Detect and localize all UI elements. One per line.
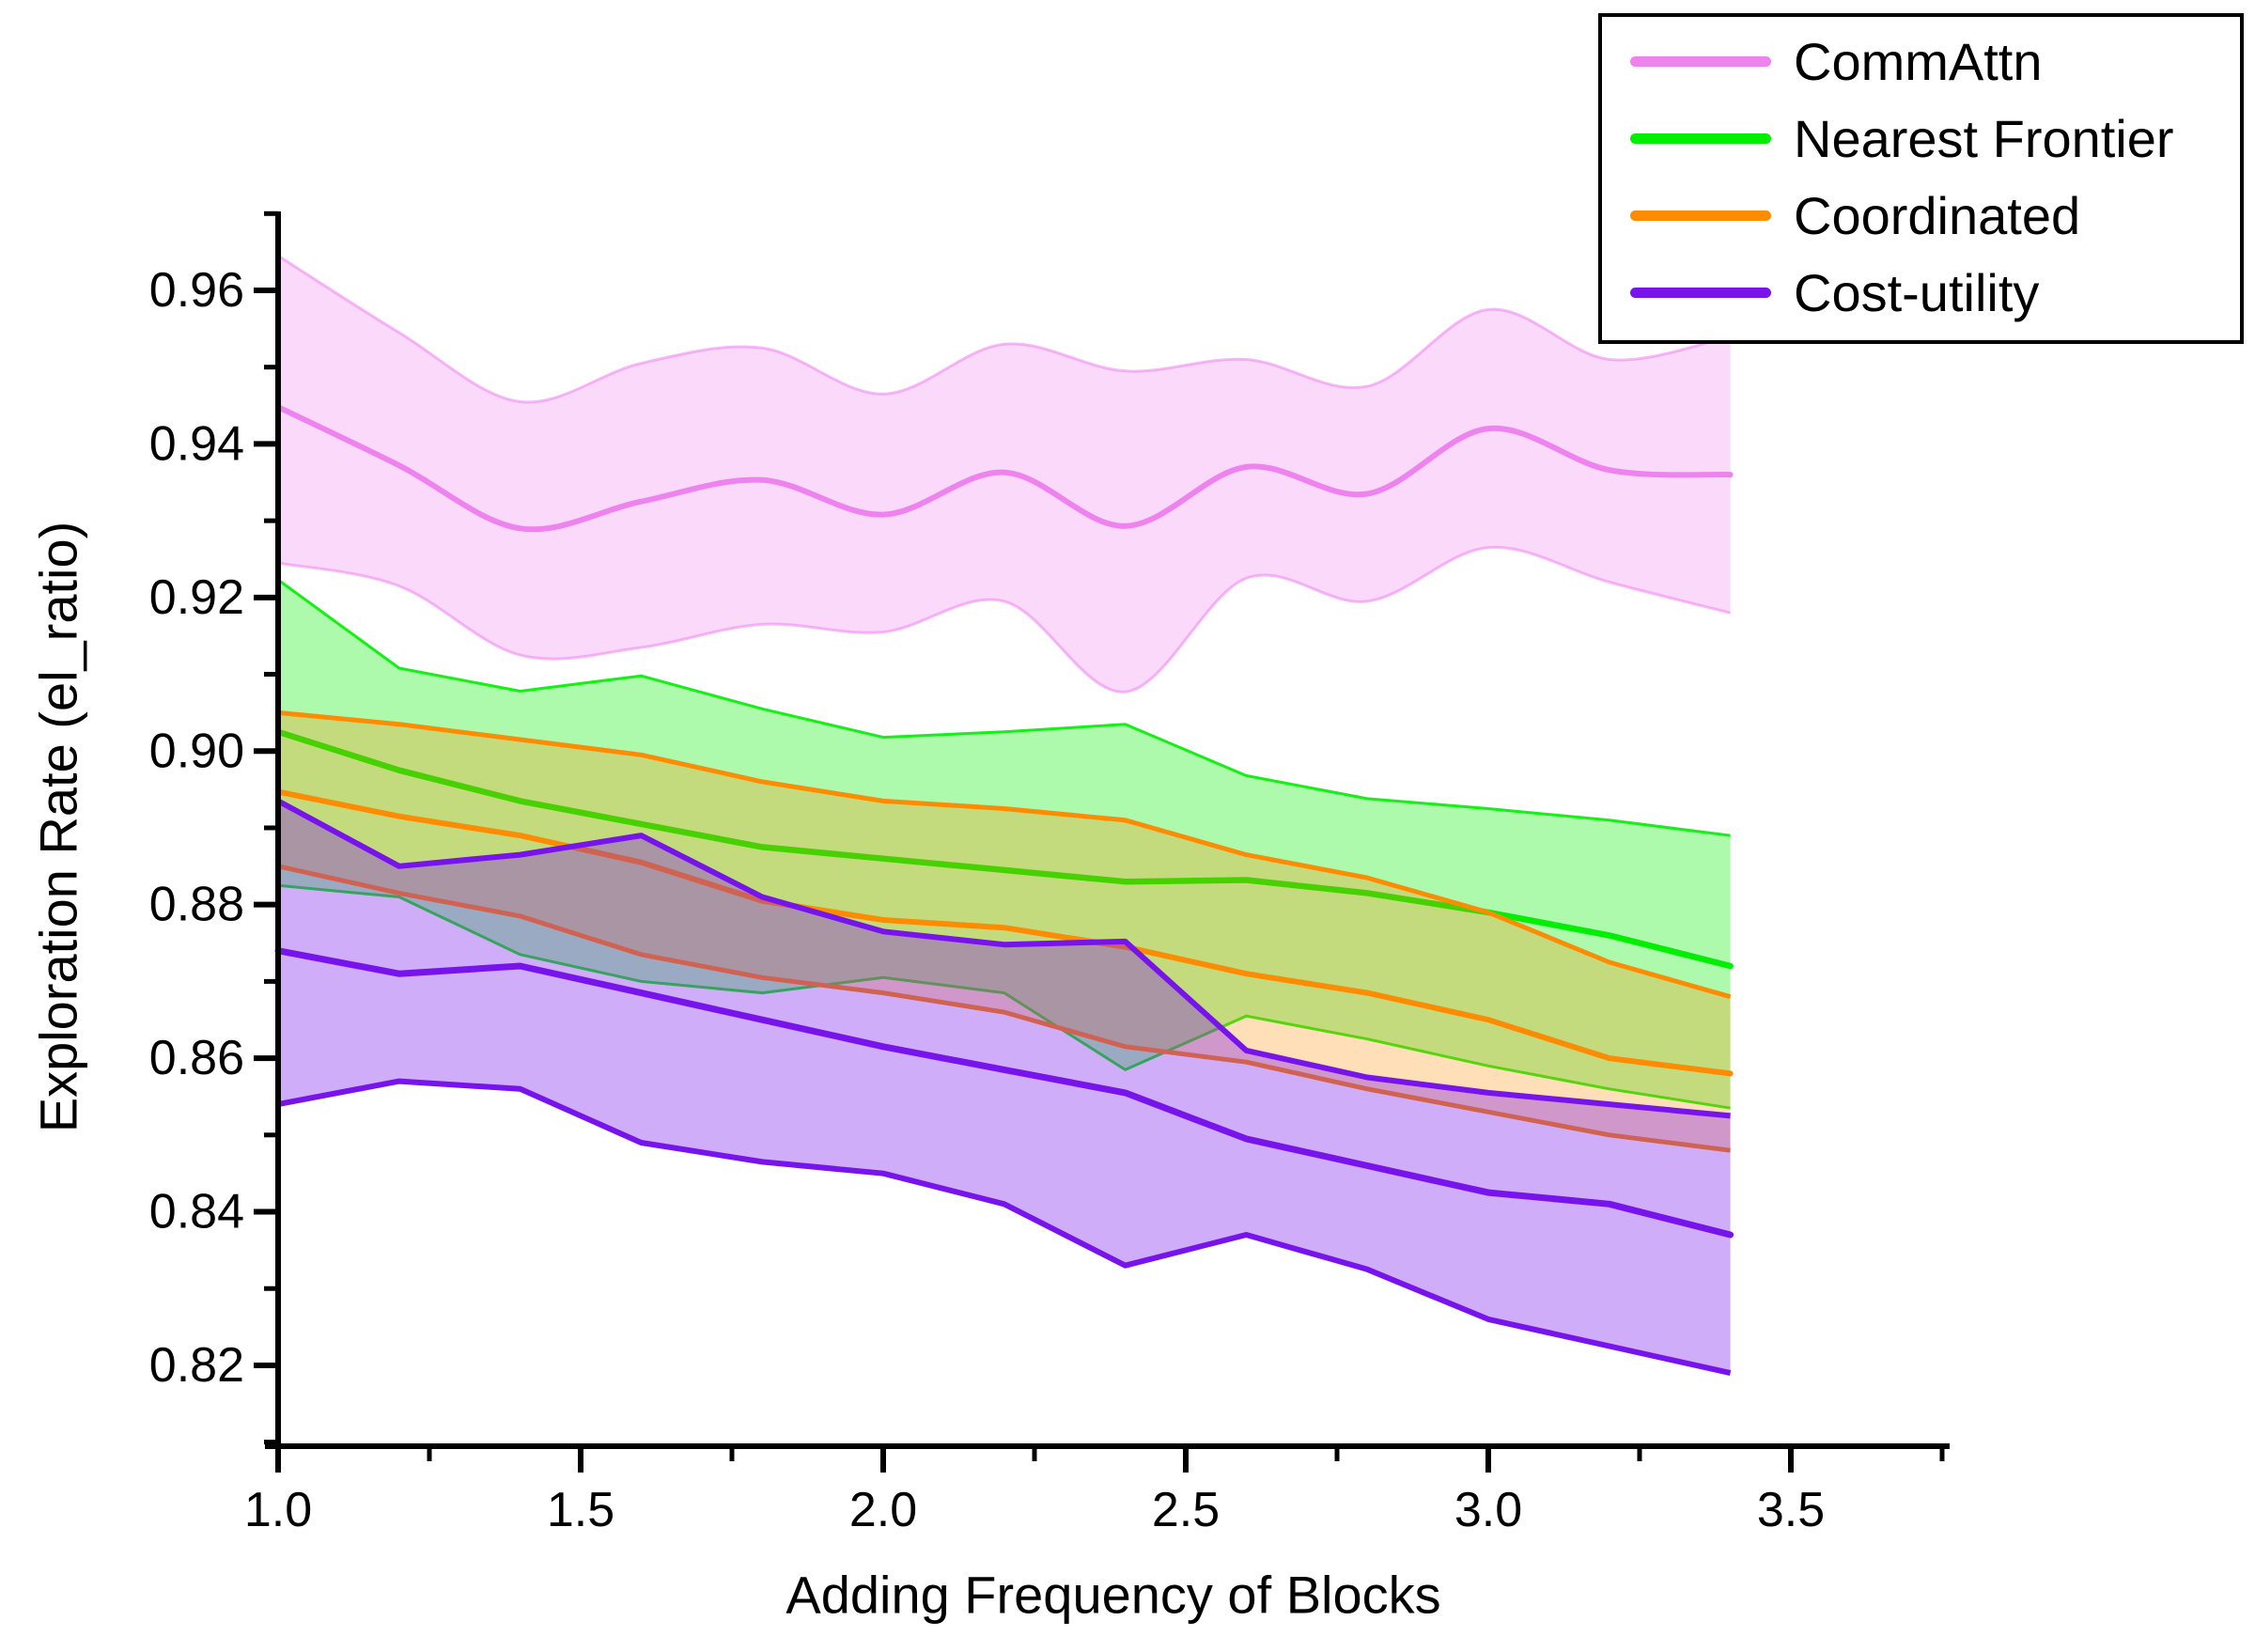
legend-line-swatch (1630, 132, 1771, 144)
series-commattn-band-lower-edge (277, 545, 1731, 694)
series-nearest-frontier-band (278, 580, 1731, 1109)
y-tick-label: 0.92 (149, 570, 244, 625)
y-tick-label: 0.94 (149, 416, 244, 471)
legend-item-cost-utility: Cost-utility (1602, 254, 2240, 331)
legend-item-coordinated: Coordinated (1602, 177, 2240, 254)
series-cost-utility-band-upper-edge (276, 798, 1731, 1119)
y-tick-label: 0.84 (149, 1185, 244, 1239)
x-tick-label: 1.5 (547, 1483, 614, 1537)
x-tick-label: 3.5 (1757, 1483, 1825, 1537)
y-axis-title: Exploration Rate (el_ratio) (28, 521, 88, 1133)
legend-line-swatch (1630, 210, 1771, 221)
series-cost-utility-band (278, 801, 1731, 1374)
x-tick-label: 1.0 (244, 1483, 312, 1537)
y-tick-label: 0.90 (149, 724, 244, 778)
series-coordinated-band (278, 712, 1731, 1151)
legend-label: CommAttn (1794, 31, 2043, 91)
series-cost-utility-line (274, 947, 1734, 1239)
y-tick-label: 0.82 (149, 1338, 244, 1393)
y-tick-label: 0.88 (149, 878, 244, 932)
series-nearest-frontier-band-upper-edge (277, 578, 1731, 837)
legend-label: Cost-utility (1794, 262, 2040, 322)
series-commattn-line (275, 404, 1734, 533)
series-coordinated-band-upper-edge (277, 709, 1732, 1000)
x-tick-label: 3.0 (1454, 1483, 1522, 1537)
x-axis-title: Adding Frequency of Blocks (785, 1565, 1441, 1625)
series-nearest-frontier-band-lower-edge (277, 883, 1731, 1110)
x-tick-label: 2.0 (849, 1483, 917, 1537)
legend-item-nearest-frontier: Nearest Frontier (1602, 100, 2240, 177)
legend-line-swatch (1630, 55, 1771, 67)
series-coordinated-band-lower-edge (277, 864, 1731, 1153)
legend: CommAttn Nearest Frontier Coordinated Cost-… (1598, 13, 2244, 344)
legend-line-swatch (1630, 287, 1771, 298)
y-tick-label: 0.86 (149, 1031, 244, 1085)
x-tick-label: 2.5 (1152, 1483, 1220, 1537)
y-tick-label: 0.96 (149, 263, 244, 318)
series-coordinated-line (275, 788, 1734, 1077)
series-cost-utility-band-lower-edge (277, 1078, 1732, 1377)
series-commattn-band-upper-edge (277, 254, 1731, 404)
legend-label: Coordinated (1794, 185, 2081, 245)
legend-item-commattn: CommAttn (1602, 23, 2240, 100)
legend-label: Nearest Frontier (1794, 108, 2174, 168)
